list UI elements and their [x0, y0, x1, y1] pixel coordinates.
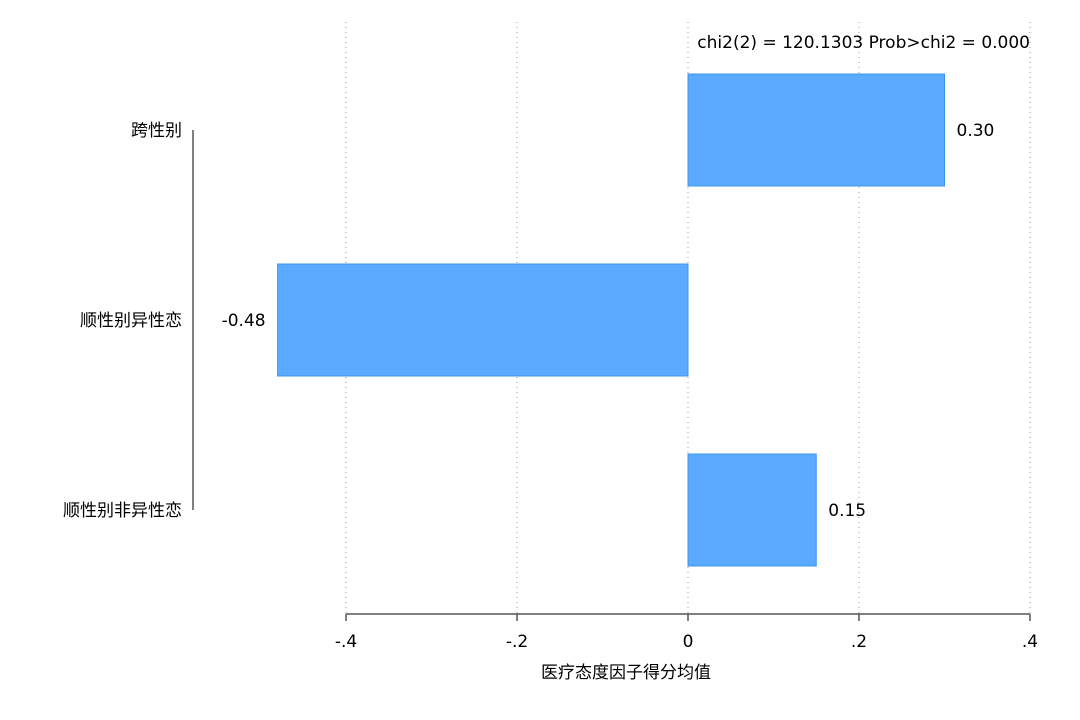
x-tick-label: 0: [683, 632, 694, 652]
x-tick-label: .4: [1022, 632, 1038, 652]
bar: [687, 73, 945, 187]
category-label: 顺性别异性恋: [80, 310, 182, 331]
x-tick-label: -.2: [506, 632, 528, 652]
x-tick-label: -.4: [335, 632, 357, 652]
bar: [277, 263, 689, 377]
bar-value-label: 0.30: [957, 121, 995, 141]
category-label: 顺性别非异性恋: [63, 500, 182, 521]
bars: 0.30 -0.48 0.15: [222, 73, 995, 567]
x-axis-title: 医疗态度因子得分均值: [541, 663, 711, 683]
x-axis-ticks: -.4 -.2 0 .2 .4: [335, 614, 1038, 652]
bar-value-label: 0.15: [828, 501, 866, 521]
x-tick-label: .2: [851, 632, 867, 652]
chi2-annotation: chi2(2) = 120.1303 Prob>chi2 = 0.000: [697, 33, 1030, 53]
bar-value-label: -0.48: [222, 311, 266, 331]
category-label: 跨性别: [131, 121, 182, 141]
bar: [687, 453, 817, 567]
